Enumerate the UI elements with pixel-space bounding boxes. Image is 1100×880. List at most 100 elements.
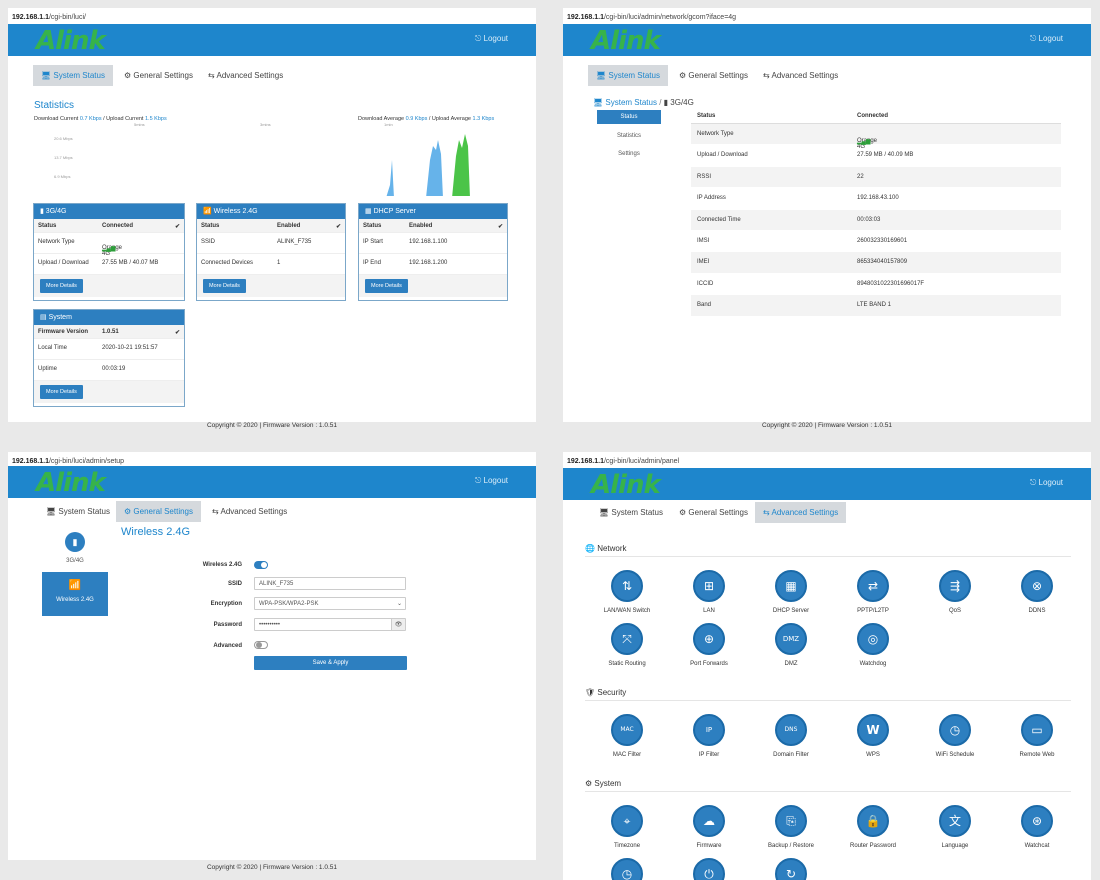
table-row: Network Type Orange 4G ▂▄▆	[691, 124, 1061, 150]
dhcp-server-tile[interactable]: ▦ DHCP Server	[751, 570, 831, 614]
qos-tile[interactable]: ⇶ QoS	[915, 570, 995, 614]
static-routing-tile[interactable]: ⤧ Static Routing	[587, 623, 667, 667]
port-forwards-tile[interactable]: ⊕ Port Forwards	[669, 623, 749, 667]
remote-web-tile[interactable]: ▭ Remote Web	[997, 714, 1077, 758]
advanced-panel-window: 192.168.1.1/cgi-bin/luci/admin/panel Ali…	[563, 452, 1091, 880]
encryption-select[interactable]: WPA-PSK/WPA2-PSK ⌄	[254, 597, 406, 610]
wireless-setup-window: 192.168.1.1/cgi-bin/luci/admin/setup Ali…	[8, 452, 536, 860]
tab-general-settings[interactable]: ⚙ General Settings	[679, 71, 748, 80]
clock-tile[interactable]: ◷	[587, 858, 667, 880]
card-dhcp: ▦ DHCP Server Status Enabled ✔ IP Start 192…	[358, 203, 508, 301]
more-details-button[interactable]: More Details	[365, 279, 408, 293]
wireless-toggle[interactable]	[254, 561, 268, 569]
tab-system-status[interactable]: 🖥 System Status	[33, 65, 113, 86]
wps-tile[interactable]: W WPS	[833, 714, 913, 758]
server-icon: ▦	[775, 570, 807, 602]
time-label: 3mins	[260, 122, 271, 127]
tab-advanced-settings[interactable]: ⇆ Advanced Settings	[212, 507, 288, 516]
language-tile[interactable]: 文 Language	[915, 805, 995, 849]
breadcrumb: 🖥 System Status / ▮ 3G/4G	[593, 98, 694, 107]
firmware-tile[interactable]: ☁ Firmware	[669, 805, 749, 849]
ip-filter-tile[interactable]: IP IP Filter	[669, 714, 749, 758]
power-tile[interactable]: ⏻	[669, 858, 749, 880]
tab-advanced-settings[interactable]: ⇆ Advanced Settings	[208, 71, 284, 80]
table-row: Upload / Download 27.59 MB / 40.09 MB	[691, 145, 1061, 167]
card-header: 📶 Wireless 2.4G	[197, 204, 345, 219]
logout-link[interactable]: ⎋ Logout	[474, 34, 508, 43]
side-item-statistics[interactable]: Statistics	[616, 133, 641, 139]
top-nav: 🖥 System Status ⚙ General Settings ⇆ Adv…	[563, 502, 1091, 524]
side-item-status[interactable]: Status	[597, 110, 661, 124]
side-item-settings[interactable]: Settings	[618, 151, 640, 157]
tab-system-status[interactable]: 🖥 System Status	[46, 507, 110, 516]
password-input[interactable]: •••••••••• 👁	[254, 618, 406, 631]
pptp-l2tp-tile[interactable]: ⇄ PPTP/L2TP	[833, 570, 913, 614]
tab-general-settings[interactable]: ⚙ General Settings	[679, 508, 748, 517]
backup-restore-tile[interactable]: ⎘ Backup / Restore	[751, 805, 831, 849]
save-apply-button[interactable]: Save & Apply	[254, 656, 407, 670]
target-icon: ◎	[857, 623, 889, 655]
header: Alink ⎋ Logout	[8, 466, 536, 498]
side-item-wireless[interactable]: 📶 Wireless 2.4G	[42, 572, 108, 616]
ddns-tile[interactable]: ⊗ DDNS	[997, 570, 1077, 614]
port-icon: ⊕	[693, 623, 725, 655]
logout-link[interactable]: ⎋ Logout	[1029, 34, 1063, 43]
ssid-input[interactable]: ALINK_F735	[254, 577, 406, 590]
monitor-icon: ▭	[1021, 714, 1053, 746]
watchcat-tile[interactable]: ⊛ Watchcat	[997, 805, 1077, 849]
footer: Copyright © 2020 | Firmware Version : 1.…	[206, 422, 338, 429]
domain-filter-tile[interactable]: DNS Domain Filter	[751, 714, 831, 758]
tab-system-status[interactable]: 🖥 System Status	[588, 65, 668, 86]
signal-icon: ▮	[65, 532, 85, 552]
network-tree-icon: ⊞	[693, 570, 725, 602]
logout-link[interactable]: ⎋ Logout	[474, 476, 508, 485]
location-pin-icon: ⌖	[611, 805, 643, 837]
router-password-tile[interactable]: 🔒 Router Password	[833, 805, 913, 849]
mac-filter-tile[interactable]: MAC MAC Filter	[587, 714, 667, 758]
password-label: Password	[213, 622, 242, 628]
time-label: 5mins	[134, 122, 145, 127]
lan-tile[interactable]: ⊞ LAN	[669, 570, 749, 614]
dmz-tile[interactable]: DMZ DMZ	[751, 623, 831, 667]
breadcrumb-home[interactable]: System Status	[605, 98, 657, 107]
tab-general-settings[interactable]: ⚙ General Settings	[116, 501, 201, 522]
watchdog-tile[interactable]: ◎ Watchdog	[833, 623, 913, 667]
tab-general-settings[interactable]: ⚙ General Settings	[124, 71, 193, 80]
upload-series	[452, 134, 470, 196]
more-details-button[interactable]: More Details	[203, 279, 246, 293]
tab-advanced-settings[interactable]: ⇆ Advanced Settings	[755, 502, 847, 523]
more-details-button[interactable]: More Details	[40, 385, 83, 399]
ssid-label: SSID	[227, 581, 242, 587]
card-header: ▮ 3G/4G	[34, 204, 184, 219]
footer: Copyright © 2020 | Firmware Version : 1.…	[206, 864, 338, 871]
alink-logo: Alink	[36, 26, 106, 56]
logout-link[interactable]: ⎋ Logout	[1029, 478, 1063, 487]
lock-icon: 🔒	[857, 805, 889, 837]
signal-icon: ▂▄▆	[102, 246, 116, 252]
exchange-icon: ⇄	[857, 570, 889, 602]
more-details-button[interactable]: More Details	[40, 279, 83, 293]
time-label: 1min	[384, 122, 393, 127]
wifi-icon: 📶	[68, 580, 82, 591]
language-icon: 文	[939, 805, 971, 837]
mac-icon: MAC	[611, 714, 643, 746]
tab-advanced-settings[interactable]: ⇆ Advanced Settings	[763, 71, 839, 80]
header: Alink ⎋ Logout	[8, 24, 536, 56]
header: Alink ⎋ Logout	[563, 24, 1091, 56]
ip-icon: IP	[693, 714, 725, 746]
download-series	[426, 140, 443, 196]
schedule-icon: ◷	[939, 714, 971, 746]
timezone-tile[interactable]: ⌖ Timezone	[587, 805, 667, 849]
section-security: 🛡 Security	[585, 688, 627, 697]
side-item-3g4g[interactable]: ▮ 3G/4G	[42, 532, 108, 564]
dmz-icon: DMZ	[775, 623, 807, 655]
tab-system-status[interactable]: 🖥 System Status	[599, 508, 663, 517]
reboot-tile[interactable]: ↻	[751, 858, 831, 880]
lan-wan-switch-tile[interactable]: ⇅ LAN/WAN Switch	[587, 570, 667, 614]
advanced-toggle[interactable]	[254, 641, 268, 649]
table-row: IMSI 260032330169601	[691, 231, 1061, 253]
wifi-schedule-tile[interactable]: ◷ WiFi Schedule	[915, 714, 995, 758]
eye-icon[interactable]: 👁	[391, 619, 405, 630]
wps-icon: W	[857, 714, 889, 746]
power-icon: ⏻	[693, 858, 725, 880]
